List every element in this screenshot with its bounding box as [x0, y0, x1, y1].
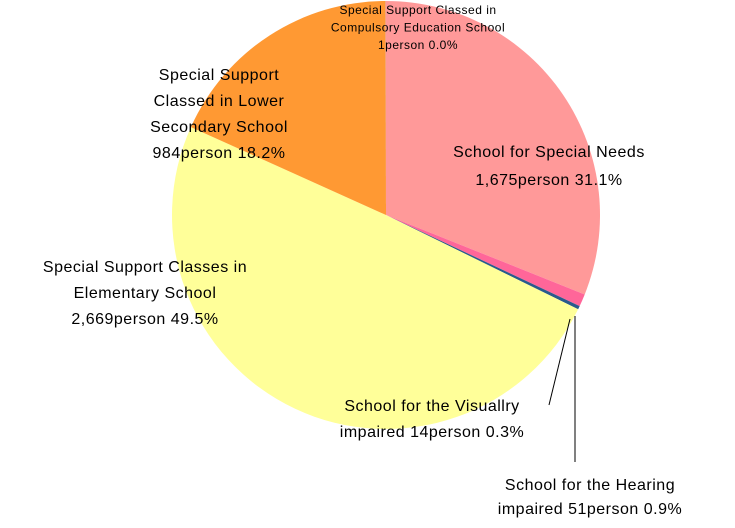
slice-label: 1person 0.0%	[378, 38, 458, 52]
slice-label: impaired 51person 0.9%	[498, 501, 682, 518]
slice-label: Classed in Lower	[154, 93, 285, 110]
slice-label: Special Support Classes in	[43, 259, 247, 276]
labels: School for Special Needs 1,675person 31.1…	[43, 3, 682, 518]
slice-label: 984person 18.2%	[153, 145, 286, 162]
pie-slice	[190, 1, 386, 215]
slice-label: Special Support Classed in	[339, 3, 496, 17]
slice-label: Compulsory Education School	[331, 21, 505, 35]
slice-label: Special Support	[159, 67, 280, 84]
slice-label: Secondary School	[150, 119, 288, 136]
pie-slice	[386, 215, 580, 310]
slice-label: 1,675person 31.1%	[475, 172, 622, 189]
slice-label: impaired 14person 0.3%	[340, 424, 524, 441]
leader-line	[548, 318, 571, 406]
slice-label: School for the Hearing	[505, 477, 675, 494]
pie-slice	[386, 215, 585, 307]
slice-label: 2,669person 49.5%	[71, 311, 218, 328]
slice-label: School for the Visuallry	[344, 398, 519, 415]
slice-label: School for Special Needs	[453, 144, 645, 161]
pie-slice	[386, 1, 600, 295]
pie-slice	[171, 127, 579, 430]
slice-label: Elementary School	[74, 285, 217, 302]
pie	[171, 0, 600, 430]
